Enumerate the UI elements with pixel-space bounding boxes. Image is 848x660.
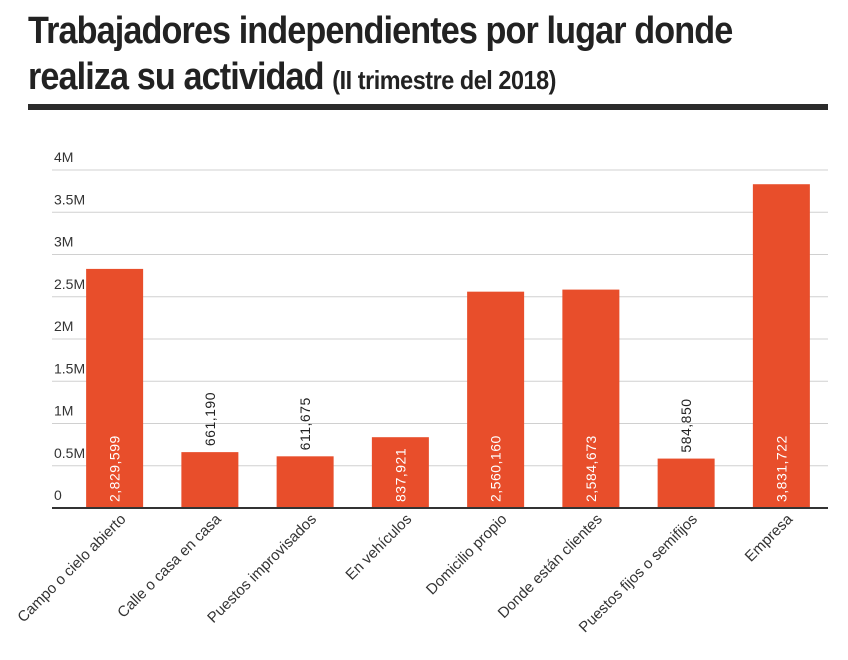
bar-value-label: 584,850 (678, 398, 694, 452)
bar-value-label: 837,921 (392, 448, 408, 502)
chart-subtitle: (II trimestre del 2018) (332, 65, 557, 95)
y-tick-label: 0 (54, 487, 62, 503)
bar (86, 268, 144, 508)
x-category-label: En vehículos (342, 511, 415, 584)
x-category-label: Empresa (742, 510, 797, 565)
bar (657, 458, 715, 508)
bar-value-label: 611,675 (297, 397, 313, 450)
y-tick-label: 4M (54, 149, 73, 165)
x-category-label: Calle o casa en casa (114, 510, 225, 621)
x-category-label: Puestos improvisados (204, 511, 320, 627)
bar-value-label: 2,829,599 (107, 435, 123, 502)
chart-title-line1: Trabajadores independientes por lugar do… (28, 10, 733, 52)
y-tick-label: 1M (54, 403, 73, 419)
chart-title: Trabajadores independientes por lugar do… (28, 8, 748, 103)
bar (181, 452, 239, 508)
bar-value-label: 661,190 (202, 392, 218, 446)
bar (467, 291, 525, 508)
bar-value-label: 2,560,160 (488, 435, 504, 502)
y-tick-label: 3M (54, 234, 73, 250)
bar-value-label: 3,831,722 (773, 435, 789, 502)
x-category-label: Campo o cielo abierto (14, 511, 129, 626)
y-tick-label: 1.5M (54, 360, 85, 376)
y-tick-label: 2.5M (54, 276, 85, 292)
bar (562, 289, 620, 508)
y-tick-label: 2M (54, 318, 73, 334)
x-category-label: Domicilio propio (423, 511, 510, 598)
x-category-label: Donde están clientes (495, 511, 606, 622)
bar (276, 456, 334, 508)
bar (752, 184, 810, 509)
bar (371, 437, 429, 508)
y-tick-label: 3.5M (54, 191, 85, 207)
title-rule (28, 104, 828, 110)
bar-value-label: 2,584,673 (583, 435, 599, 502)
y-tick-label: 0.5M (54, 445, 85, 461)
chart-title-line2: realiza su actividad (28, 56, 325, 98)
